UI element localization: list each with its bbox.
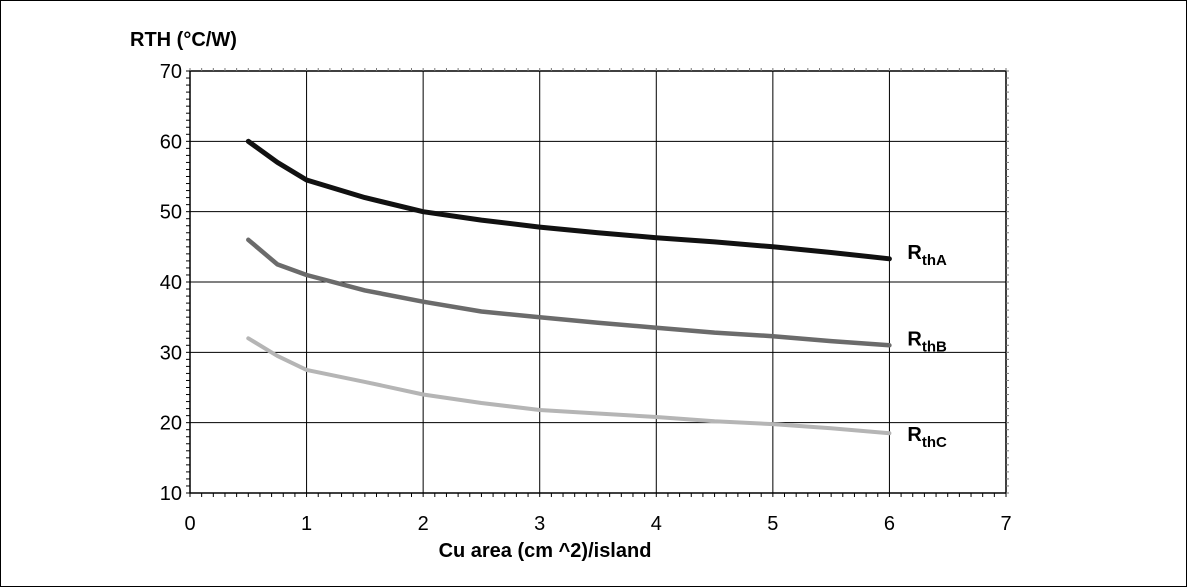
x-tick-labels: 0 1 2 3 4 5 6 7 [184, 513, 1011, 535]
series-line-thA [245, 138, 892, 262]
x-tick-label: 3 [534, 513, 545, 535]
minor-ticks [186, 68, 1009, 497]
series-line-thC [246, 336, 892, 436]
y-tick-label: 70 [160, 61, 182, 83]
series-labels: RthA RthB RthC [907, 242, 947, 451]
x-tick-label: 1 [301, 513, 312, 535]
x-axis-title: Cu area (cm ^2)/island [439, 540, 652, 562]
series-label-thC: RthC [907, 424, 947, 451]
x-tick-label: 6 [884, 513, 895, 535]
y-tick-label: 10 [160, 483, 182, 505]
series-lines [245, 138, 892, 436]
y-tick-label: 30 [160, 342, 182, 364]
y-tick-label: 60 [160, 131, 182, 153]
series-label-thB: RthB [907, 328, 947, 355]
y-tick-labels: 10 20 30 40 50 60 70 [160, 61, 182, 505]
y-tick-label: 40 [160, 272, 182, 294]
series-label-thA: RthA [907, 242, 947, 269]
y-tick-label: 50 [160, 202, 182, 224]
y-axis-title: RTH (°C/W) [130, 29, 237, 51]
grid-lines [190, 71, 1006, 493]
x-tick-label: 7 [1000, 513, 1011, 535]
y-tick-label: 20 [160, 413, 182, 435]
x-tick-label: 4 [651, 513, 662, 535]
x-tick-label: 0 [184, 513, 195, 535]
series-line-thB [246, 237, 892, 348]
x-tick-label: 2 [418, 513, 429, 535]
x-tick-label: 5 [767, 513, 778, 535]
